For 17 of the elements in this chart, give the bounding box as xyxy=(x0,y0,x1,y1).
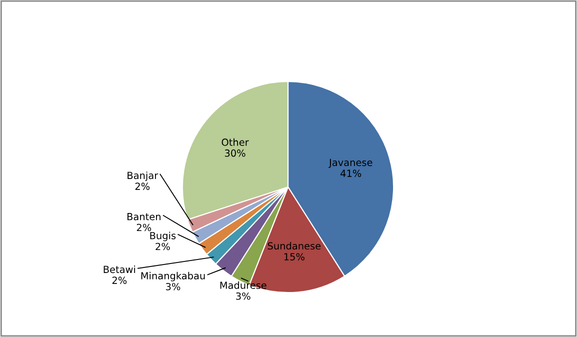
data-label: 3% xyxy=(166,282,180,290)
data-label: 15% xyxy=(284,253,304,260)
slice-label: Sundanese xyxy=(268,242,321,250)
data-label: 3% xyxy=(236,292,250,300)
data-label: 2% xyxy=(135,182,150,190)
slice-label: Minangkabau xyxy=(141,272,205,282)
data-label: 30% xyxy=(224,149,246,157)
data-label: 2% xyxy=(136,224,152,232)
slice-label: Bugis xyxy=(150,232,176,242)
slice-label: Other xyxy=(222,138,249,146)
slice-label: Betawi xyxy=(104,266,136,274)
slice-label: Banjar xyxy=(128,172,158,181)
slice-label: Banten xyxy=(127,213,160,220)
data-label: 2% xyxy=(112,276,127,284)
slice-label: Javanese xyxy=(328,158,372,168)
data-label: 2% xyxy=(156,242,170,250)
data-label: 41% xyxy=(340,170,362,177)
